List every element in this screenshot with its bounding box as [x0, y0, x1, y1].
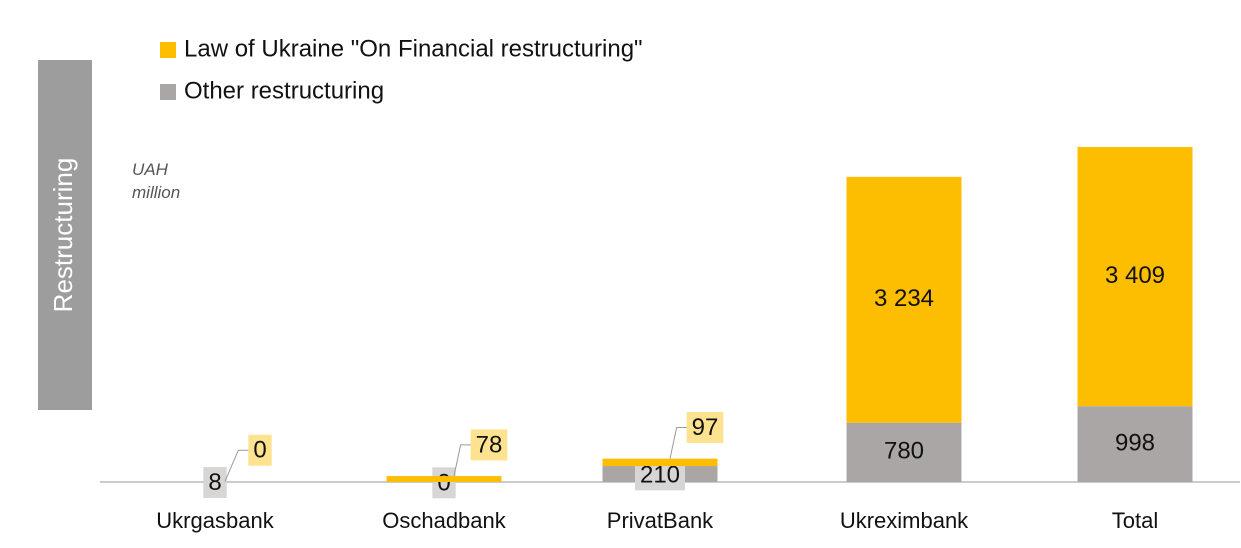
- bar-segment: [386, 476, 502, 482]
- data-label: 3 409: [1105, 262, 1165, 289]
- legend-label: Law of Ukraine "On Financial restructuri…: [184, 35, 643, 62]
- legend-swatch: [160, 84, 176, 100]
- leader-line: [224, 449, 249, 482]
- label-box: [470, 429, 508, 461]
- data-label: 97: [692, 414, 719, 441]
- label-box: [432, 467, 456, 499]
- side-panel: [38, 60, 92, 410]
- label-box: [203, 467, 227, 499]
- unit-label: UAH million: [132, 160, 181, 202]
- label-box: [248, 434, 272, 466]
- bar-segment: [846, 176, 962, 423]
- x-tick-label: Ukrgasbank: [156, 508, 274, 533]
- x-tick-label: PrivatBank: [607, 508, 714, 533]
- data-label: 998: [1115, 429, 1155, 456]
- x-tick-label: Ukreximbank: [840, 508, 969, 533]
- leader-line: [669, 427, 687, 459]
- x-tick-label: Oschadbank: [382, 508, 507, 533]
- bar-segment: [602, 458, 718, 467]
- data-label: 0: [437, 469, 450, 496]
- bar-segment: [846, 422, 962, 482]
- data-label: 78: [476, 431, 503, 458]
- data-label: 0: [253, 437, 266, 464]
- data-label: 780: [884, 438, 924, 465]
- legend-label: Other restructuring: [184, 77, 384, 104]
- data-label: 3 234: [874, 285, 934, 312]
- leader-line: [453, 444, 471, 477]
- data-label: 8: [208, 469, 221, 496]
- bar-segment: [1077, 406, 1193, 482]
- legend-swatch: [160, 42, 176, 58]
- side-label: Restructuring: [48, 158, 78, 313]
- x-tick-label: Total: [1112, 508, 1158, 533]
- bar-segment: [1077, 147, 1193, 407]
- label-box: [686, 412, 724, 444]
